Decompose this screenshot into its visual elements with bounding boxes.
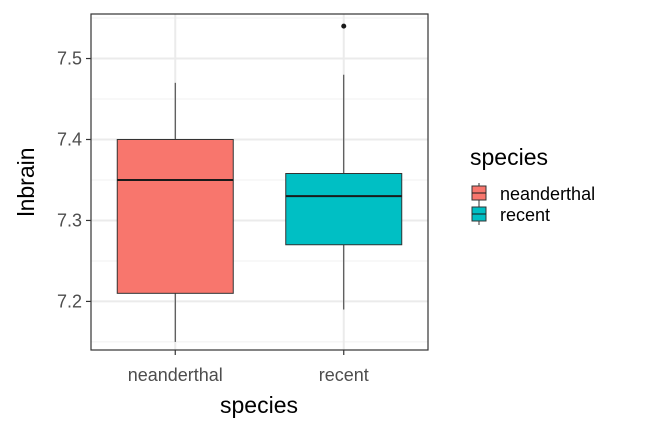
legend-label: neanderthal xyxy=(500,184,595,204)
box-recent xyxy=(285,23,403,310)
box-neanderthal xyxy=(116,82,234,342)
y-tick-label: 7.4 xyxy=(57,129,82,149)
box-iqr xyxy=(116,138,234,294)
legend-title: species xyxy=(470,144,548,170)
x-axis: neanderthal recent xyxy=(128,350,369,385)
x-tick-label: neanderthal xyxy=(128,365,223,385)
box-iqr xyxy=(285,172,403,246)
outlier-point xyxy=(341,23,347,29)
x-axis-title: species xyxy=(220,392,298,418)
y-tick-label: 7.3 xyxy=(57,210,82,230)
y-axis-title: lnbrain xyxy=(13,147,39,216)
panel-border xyxy=(90,13,429,351)
y-tick-label: 7.5 xyxy=(57,49,82,69)
legend-item-neanderthal: neanderthal xyxy=(471,183,595,204)
legend-item-recent: recent xyxy=(471,204,550,225)
y-axis: 7.2 7.3 7.4 7.5 xyxy=(57,49,91,311)
legend-label: recent xyxy=(500,205,550,225)
plot-panel xyxy=(90,13,429,351)
x-tick-label: recent xyxy=(319,365,369,385)
y-tick-label: 7.2 xyxy=(57,291,82,311)
